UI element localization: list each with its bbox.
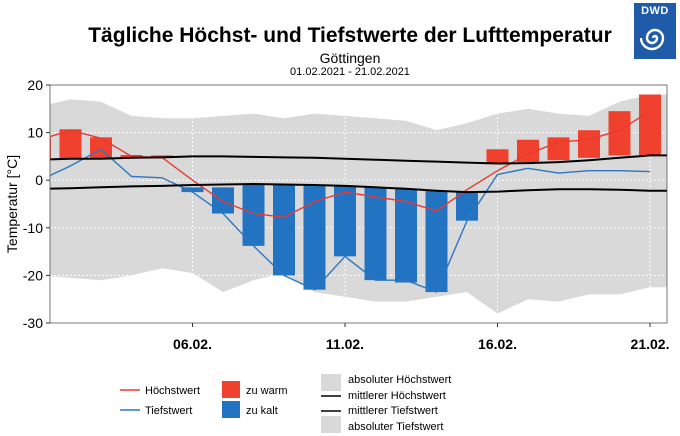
too-cold-bar xyxy=(425,190,448,293)
x-tick-label: 06.02. xyxy=(173,336,212,352)
too-cold-bar xyxy=(334,185,356,257)
legend-cold-label: zu kalt xyxy=(246,405,278,417)
too-cold-bar xyxy=(303,184,326,290)
legend-abs-min-label: absoluter Tiefstwert xyxy=(348,421,443,433)
y-tick-label: -20 xyxy=(23,267,43,283)
y-tick-label: -10 xyxy=(23,220,43,236)
y-tick-label: 20 xyxy=(27,77,43,93)
x-tick-label: 16.02. xyxy=(478,336,517,352)
x-tick-label: 21.02. xyxy=(631,336,670,352)
y-tick-label: 0 xyxy=(35,172,43,188)
too-warm-bar xyxy=(608,111,631,156)
legend-min-label: Tiefstwert xyxy=(145,405,192,417)
too-cold-bar xyxy=(273,184,295,276)
y-tick-label: -30 xyxy=(23,315,43,331)
dwd-swirl-icon xyxy=(640,28,665,51)
dwd-logo: DWD xyxy=(634,3,676,59)
legend-warm-label: zu warm xyxy=(246,385,288,397)
legend-abs-min-swatch xyxy=(321,416,341,433)
too-cold-bar xyxy=(181,187,204,193)
chart-title: Tägliche Höchst- und Tiefstwerte der Luf… xyxy=(88,24,612,47)
too-warm-bar xyxy=(639,94,661,155)
too-cold-bar xyxy=(242,184,265,246)
dwd-logo-text: DWD xyxy=(641,5,669,17)
chart-location: Göttingen xyxy=(319,50,381,66)
too-cold-bar xyxy=(456,192,478,221)
mean-min-line xyxy=(50,182,667,194)
x-tick-label: 11.02. xyxy=(326,336,364,352)
too-warm-bar xyxy=(59,129,82,159)
too-warm-bar xyxy=(486,149,509,164)
too-cold-bar xyxy=(395,188,417,283)
legend-mean-max-label: mittlerer Höchstwert xyxy=(348,390,446,402)
legend-warm-swatch xyxy=(222,381,240,398)
too-warm-bar xyxy=(50,138,51,160)
chart-date-range: 01.02.2021 - 21.02.2021 xyxy=(290,66,410,78)
legend-abs-max-label: absoluter Höchstwert xyxy=(348,374,451,386)
legend-mean-min-label: mittlerer Tiefstwert xyxy=(348,405,438,417)
too-cold-bar xyxy=(212,187,234,214)
legend-cold-swatch xyxy=(222,401,240,418)
legend-abs-max-swatch xyxy=(321,374,341,391)
too-cold-bar xyxy=(364,187,387,281)
plot-area xyxy=(50,85,667,323)
plot-frame xyxy=(49,84,668,324)
absolute-range-band xyxy=(50,94,667,314)
y-axis-label: Temperatur [°C] xyxy=(4,155,20,253)
legend: Höchstwert Tiefstwert zu warm zu kalt absolu… xyxy=(120,374,451,433)
y-tick-label: 10 xyxy=(27,125,43,141)
mean-max-line xyxy=(50,154,667,165)
too-warm-bar xyxy=(547,137,570,161)
too-warm-bar xyxy=(578,130,600,158)
min-temp-line xyxy=(50,148,651,293)
legend-max-label: Höchstwert xyxy=(145,385,200,397)
